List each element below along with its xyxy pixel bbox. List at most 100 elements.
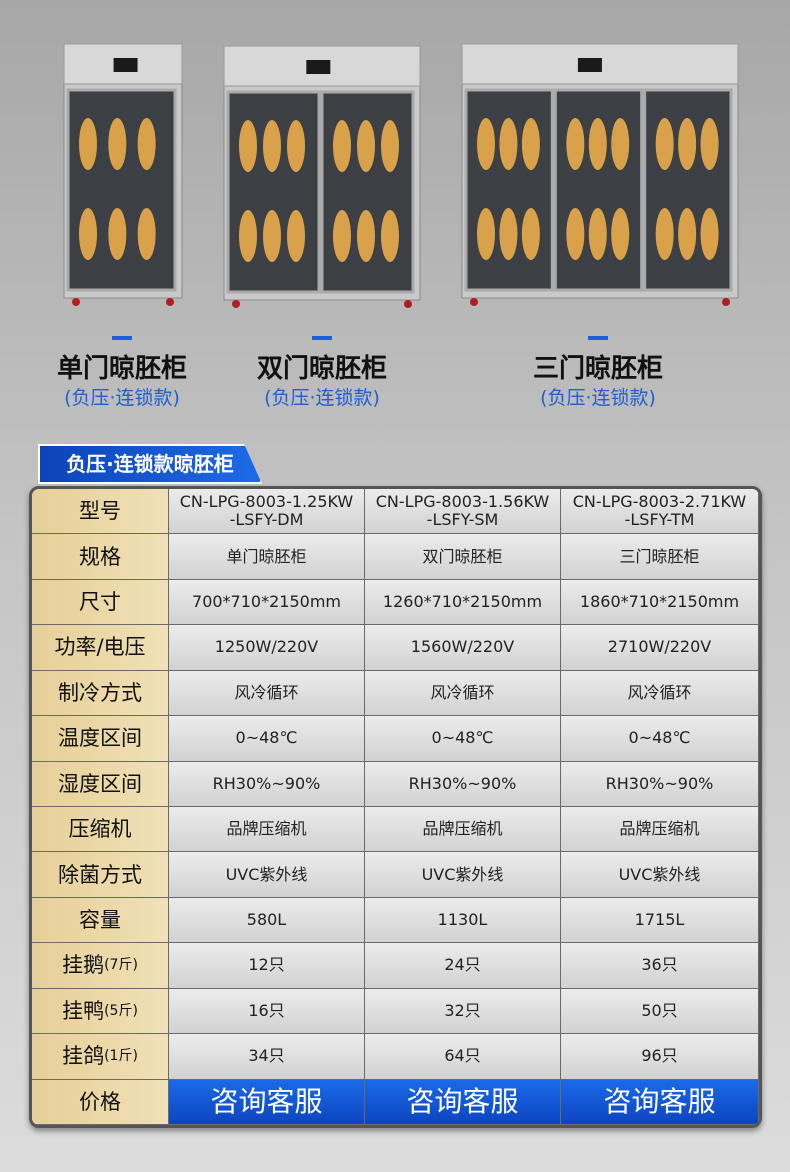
- duck: [79, 208, 97, 260]
- label-note: (1斤): [104, 1048, 138, 1065]
- wheel: [470, 298, 478, 306]
- label-note: (5斤): [104, 1002, 138, 1019]
- cell-text: 16只: [248, 1000, 285, 1020]
- label-text: 湿度区间: [58, 771, 142, 796]
- cell-text: 50只: [641, 1000, 678, 1020]
- duck: [137, 118, 156, 170]
- cell-text: 24只: [444, 955, 481, 975]
- value-cell: 16只: [169, 988, 365, 1035]
- duck: [521, 208, 540, 260]
- cell-text: RH30%~90%: [408, 773, 517, 793]
- value-cell: 580L: [169, 897, 365, 944]
- value-cell: UVC紫外线: [365, 852, 561, 898]
- duck: [499, 118, 518, 170]
- duck: [678, 208, 697, 260]
- label-text: 尺寸: [79, 590, 121, 615]
- value-cell: 34只: [169, 1034, 365, 1080]
- row-label: 湿度区间: [32, 761, 169, 807]
- row-label: 价格: [32, 1079, 169, 1125]
- label-note: (7斤): [104, 957, 138, 974]
- duck: [263, 210, 281, 262]
- value-cell: 0~48℃: [169, 716, 365, 762]
- duck: [700, 118, 719, 170]
- product-subtitle: (负压·连锁款): [264, 387, 380, 409]
- cell-text: 咨询客服: [210, 1084, 323, 1118]
- value-cell: 96只: [561, 1034, 759, 1080]
- cell-text: 三门晾胚柜: [619, 546, 700, 566]
- label-text: 容量: [79, 908, 121, 933]
- cell-text: 96只: [641, 1046, 678, 1066]
- duck: [588, 118, 607, 170]
- wheel: [166, 298, 174, 306]
- value-cell: RH30%~90%: [365, 761, 561, 807]
- row-label: 温度区间: [32, 716, 169, 762]
- wheel: [232, 300, 240, 308]
- price-cell[interactable]: 咨询客服: [561, 1079, 759, 1125]
- cell-text: 700*710*2150mm: [192, 592, 341, 612]
- cell-text: UVC紫外线: [225, 864, 308, 884]
- value-cell: 50只: [561, 988, 759, 1035]
- value-cell: 风冷循环: [169, 670, 365, 717]
- row-label: 功率/电压: [32, 625, 169, 671]
- model-line: CN-LPG-8003-1.25KW: [179, 492, 354, 512]
- value-cell: 64只: [365, 1034, 561, 1080]
- label-text: 规格: [79, 544, 121, 569]
- cell-text: RH30%~90%: [212, 773, 321, 793]
- accent-bar: [312, 336, 332, 340]
- row-label: 除菌方式: [32, 852, 169, 898]
- value-cell: 32只: [365, 988, 561, 1035]
- duck: [588, 208, 607, 260]
- cell-text: 双门晾胚柜: [422, 546, 503, 566]
- cell-text: 1715L: [634, 910, 685, 930]
- value-cell: 1260*710*2150mm: [365, 579, 561, 626]
- cell-text: 64只: [444, 1046, 481, 1066]
- duck: [287, 210, 305, 262]
- duck: [700, 208, 719, 260]
- model-line: -LSFY-TM: [624, 510, 695, 530]
- price-cell[interactable]: 咨询客服: [365, 1079, 561, 1125]
- display: [113, 58, 138, 72]
- value-cell: 1715L: [561, 897, 759, 944]
- value-cell: 12只: [169, 943, 365, 989]
- label-text: 挂鸭: [62, 998, 105, 1023]
- value-cell: 品牌压缩机: [365, 807, 561, 853]
- accent-bar: [588, 336, 608, 340]
- value-cell: 36只: [561, 943, 759, 989]
- row-label: 规格: [32, 534, 169, 580]
- label-text: 压缩机: [68, 817, 132, 842]
- cabinet-top: [461, 43, 739, 85]
- row-label: 型号: [32, 489, 169, 535]
- product-name: 三门晾胚柜: [532, 354, 663, 384]
- value-cell: 700*710*2150mm: [169, 579, 365, 626]
- row-label: 制冷方式: [32, 670, 169, 717]
- duck: [239, 120, 257, 172]
- duck: [655, 208, 674, 260]
- table-title: 负压·连锁款晾胚柜: [38, 444, 262, 484]
- value-cell: 1130L: [365, 897, 561, 944]
- cell-text: 1260*710*2150mm: [382, 592, 543, 612]
- duck: [239, 210, 257, 262]
- value-cell: 双门晾胚柜: [365, 534, 561, 580]
- row-label: 挂鸭 (5斤): [32, 988, 169, 1035]
- label-text: 温度区间: [58, 726, 142, 751]
- cell-text: 580L: [246, 910, 287, 930]
- label-text: 挂鹅: [62, 953, 105, 978]
- value-cell: 单门晾胚柜: [169, 534, 365, 580]
- duck: [108, 208, 127, 260]
- cell-text: 0~48℃: [628, 728, 691, 748]
- accent-bar: [112, 336, 132, 340]
- duck: [333, 210, 351, 262]
- duck: [137, 208, 156, 260]
- cell-text: 32只: [444, 1000, 481, 1020]
- cell-text: 34只: [248, 1046, 285, 1066]
- spec-table: 型号 CN-LPG-8003-1.25KW -LSFY-DM CN-LPG-8003-…: [29, 486, 762, 1128]
- cell-text: 风冷循环: [234, 682, 299, 702]
- price-cell[interactable]: 咨询客服: [169, 1079, 365, 1125]
- wheel: [404, 300, 412, 308]
- cell-text: 品牌压缩机: [226, 819, 307, 839]
- door: [66, 88, 177, 292]
- value-cell: CN-LPG-8003-1.25KW -LSFY-DM: [169, 489, 365, 535]
- row-label: 压缩机: [32, 807, 169, 853]
- cell-text: 1560W/220V: [410, 637, 515, 657]
